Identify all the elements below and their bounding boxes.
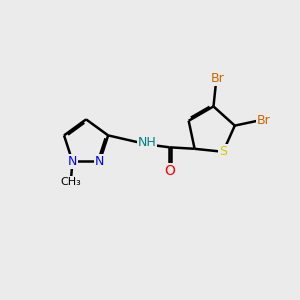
Text: N: N [68,155,77,168]
Text: N: N [95,155,104,168]
Text: NH: NH [138,136,156,149]
Text: S: S [219,145,227,158]
Text: Br: Br [257,115,271,128]
Text: O: O [164,164,175,178]
Text: CH₃: CH₃ [61,176,81,187]
Text: Br: Br [210,72,224,86]
